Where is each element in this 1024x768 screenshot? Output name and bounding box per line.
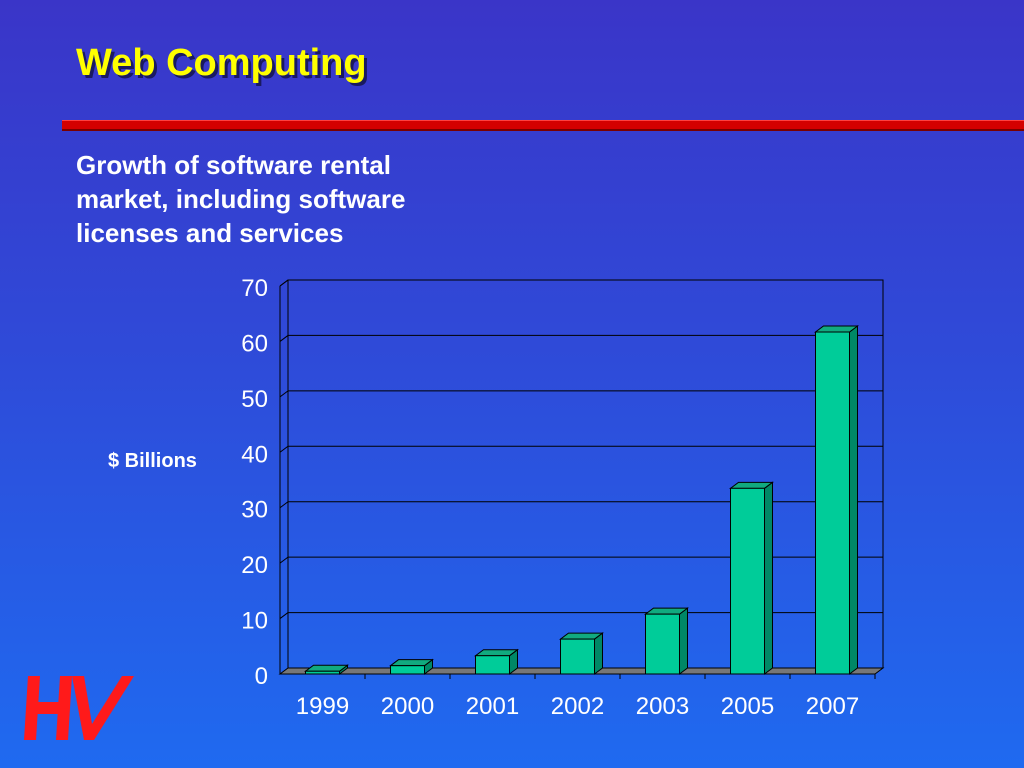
bar-1999 xyxy=(305,670,340,675)
x-tick-label: 1999 xyxy=(296,693,349,720)
y-tick-label: 40 xyxy=(241,441,268,468)
bar-top xyxy=(389,659,434,667)
bar-2000 xyxy=(390,665,425,675)
plot-area xyxy=(287,279,884,669)
gridline-side xyxy=(279,501,289,509)
slide-subtitle: Growth of software rental market, includ… xyxy=(76,150,406,248)
bar-top xyxy=(474,649,519,657)
bar-side xyxy=(849,325,858,675)
y-tick-label: 10 xyxy=(241,608,268,635)
gridline-side xyxy=(279,279,289,287)
y-axis-label: $ Billions xyxy=(108,450,197,472)
y-tick-label: 60 xyxy=(241,330,268,357)
gridline-side xyxy=(279,445,289,453)
x-tick-label: 2002 xyxy=(551,693,604,720)
y-tick-label: 30 xyxy=(241,497,268,524)
bar-side xyxy=(764,481,773,675)
x-tick-label: 2007 xyxy=(806,693,859,720)
hv-logo: HV xyxy=(24,676,134,740)
bar-2001 xyxy=(475,655,510,675)
title-divider xyxy=(62,120,1024,131)
y-tick-label: 0 xyxy=(255,663,268,690)
x-tick-label: 2000 xyxy=(381,693,434,720)
bar-top xyxy=(644,607,689,615)
bar-2007 xyxy=(815,331,850,675)
x-tick-label: 2005 xyxy=(721,693,774,720)
y-tick-label: 70 xyxy=(241,275,268,302)
slide-title: Web Computing xyxy=(76,42,367,84)
gridline-side xyxy=(279,390,289,398)
gridline-side xyxy=(279,556,289,564)
x-tick-label: 2001 xyxy=(466,693,519,720)
y-tick-label: 50 xyxy=(241,386,268,413)
bar-top xyxy=(729,481,774,489)
bar-top xyxy=(814,325,859,333)
gridline-side xyxy=(279,335,289,342)
bar-side xyxy=(679,607,688,675)
bar-2002 xyxy=(560,638,595,675)
bar-2005 xyxy=(730,487,765,675)
x-tick-label: 2003 xyxy=(636,693,689,720)
gridline-side xyxy=(279,612,289,619)
bar-top xyxy=(304,664,349,672)
bar-top xyxy=(559,632,604,640)
y-tick-label: 20 xyxy=(241,552,268,579)
bar-2003 xyxy=(645,613,680,675)
bar-side xyxy=(594,632,603,675)
